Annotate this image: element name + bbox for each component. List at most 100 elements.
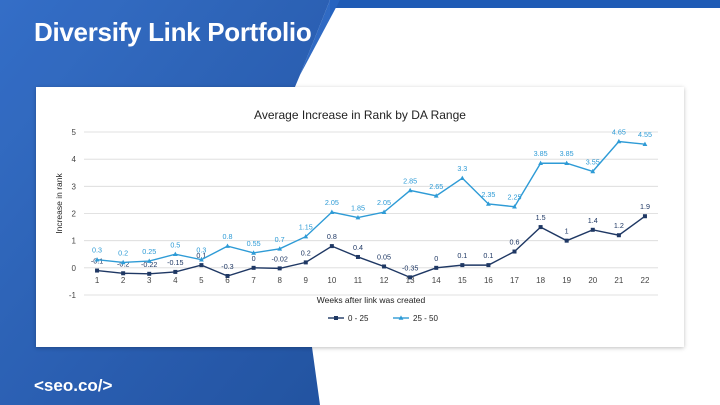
data-label: 0.2 xyxy=(301,248,311,257)
data-label: 0.6 xyxy=(510,238,520,247)
data-point xyxy=(225,243,230,248)
data-point xyxy=(277,246,283,251)
data-label: 0.05 xyxy=(377,252,391,261)
data-point xyxy=(355,214,361,220)
data-point xyxy=(355,254,360,259)
x-tick-label: 6 xyxy=(225,276,230,285)
data-label: 0 xyxy=(434,254,438,263)
data-label: 0.7 xyxy=(275,235,285,244)
y-tick-label: 2 xyxy=(72,210,77,219)
data-point xyxy=(251,250,256,255)
data-label: -0.22 xyxy=(141,260,157,269)
data-point xyxy=(564,160,570,166)
data-point xyxy=(303,233,309,239)
data-label: 1 xyxy=(565,227,569,236)
data-label: 2.65 xyxy=(429,182,443,191)
x-tick-label: 5 xyxy=(199,276,204,285)
data-point xyxy=(590,168,596,174)
data-point xyxy=(512,204,517,209)
data-point xyxy=(642,214,647,219)
legend-marker xyxy=(398,315,404,320)
data-point xyxy=(225,273,230,278)
data-point xyxy=(616,233,621,238)
data-label: 0.8 xyxy=(223,232,233,241)
data-label: 0 xyxy=(252,254,256,263)
data-point xyxy=(564,238,569,243)
data-label: 0.3 xyxy=(92,246,102,255)
data-point xyxy=(486,263,491,268)
x-tick-label: 3 xyxy=(147,276,152,285)
data-label: 0.8 xyxy=(327,232,337,241)
data-label: 2.05 xyxy=(377,198,391,207)
x-tick-label: 15 xyxy=(458,276,467,285)
chart-title: Average Increase in Rank by DA Range xyxy=(254,108,466,122)
data-point xyxy=(408,275,413,280)
series-line-0-25 xyxy=(96,215,646,279)
data-label: 1.15 xyxy=(299,223,313,232)
data-label: -0.3 xyxy=(221,262,233,271)
data-label: 1.9 xyxy=(640,202,650,211)
data-point xyxy=(407,187,413,193)
data-point xyxy=(95,268,100,273)
slide-title: Diversify Link Portfolio xyxy=(34,17,312,47)
data-label: 2.85 xyxy=(403,176,417,185)
y-tick-label: 5 xyxy=(72,128,77,137)
data-label: -0.15 xyxy=(167,258,183,267)
legend-label: 25 - 50 xyxy=(413,314,438,323)
y-tick-label: 3 xyxy=(72,182,77,191)
data-label: 3.3 xyxy=(457,164,467,173)
x-tick-label: 4 xyxy=(173,276,178,285)
data-label: 0.5 xyxy=(170,240,180,249)
x-tick-label: 11 xyxy=(354,276,363,285)
legend-label: 0 - 25 xyxy=(348,314,369,323)
data-label: 4.55 xyxy=(638,130,652,139)
x-tick-label: 7 xyxy=(251,276,256,285)
x-tick-label: 9 xyxy=(304,276,309,285)
data-point xyxy=(538,225,543,230)
legend-marker xyxy=(334,316,338,320)
data-point xyxy=(120,259,126,265)
data-label: 0.4 xyxy=(353,243,363,252)
data-point xyxy=(329,244,334,249)
data-label: 0.1 xyxy=(196,251,206,260)
data-label: 3.85 xyxy=(534,149,548,158)
data-point xyxy=(616,138,622,144)
data-label: 1.4 xyxy=(588,216,598,225)
data-label: 0.1 xyxy=(483,251,493,260)
data-label: -0.02 xyxy=(271,254,287,263)
x-tick-label: 1 xyxy=(95,276,100,285)
data-point xyxy=(121,271,126,276)
data-label: -0.35 xyxy=(402,263,418,272)
x-tick-label: 18 xyxy=(536,276,545,285)
data-label: 1.2 xyxy=(614,221,624,230)
data-label: 0.3 xyxy=(196,246,206,255)
series-line-25-50 xyxy=(96,140,646,264)
x-axis-title: Weeks after link was created xyxy=(317,295,426,305)
data-point xyxy=(538,160,543,166)
data-point xyxy=(486,201,491,206)
data-point xyxy=(590,227,595,232)
x-tick-label: 22 xyxy=(641,276,650,285)
chart-card: Average Increase in Rank by DA Range -1 0 1… xyxy=(36,87,684,347)
data-point xyxy=(277,266,282,271)
line-chart: Average Increase in Rank by DA Range -1 0 1… xyxy=(54,108,658,323)
x-tick-label: 14 xyxy=(432,276,441,285)
y-tick-label: 4 xyxy=(72,155,77,164)
data-label: 0.1 xyxy=(457,251,467,260)
data-label: 2.05 xyxy=(325,198,339,207)
data-point xyxy=(199,257,204,262)
data-label: 2.35 xyxy=(481,190,495,199)
y-tick-label: 1 xyxy=(72,237,77,246)
data-point xyxy=(172,251,178,257)
data-label: 0.55 xyxy=(247,239,261,248)
x-tick-label: 16 xyxy=(484,276,493,285)
data-point xyxy=(433,193,439,198)
data-point xyxy=(382,264,387,269)
data-point xyxy=(303,260,308,265)
y-axis-title: Increase in rank xyxy=(54,173,64,234)
data-point xyxy=(642,141,648,147)
x-tick-label: 20 xyxy=(588,276,597,285)
x-tick-label: 10 xyxy=(327,276,336,285)
x-tick-label: 17 xyxy=(510,276,519,285)
